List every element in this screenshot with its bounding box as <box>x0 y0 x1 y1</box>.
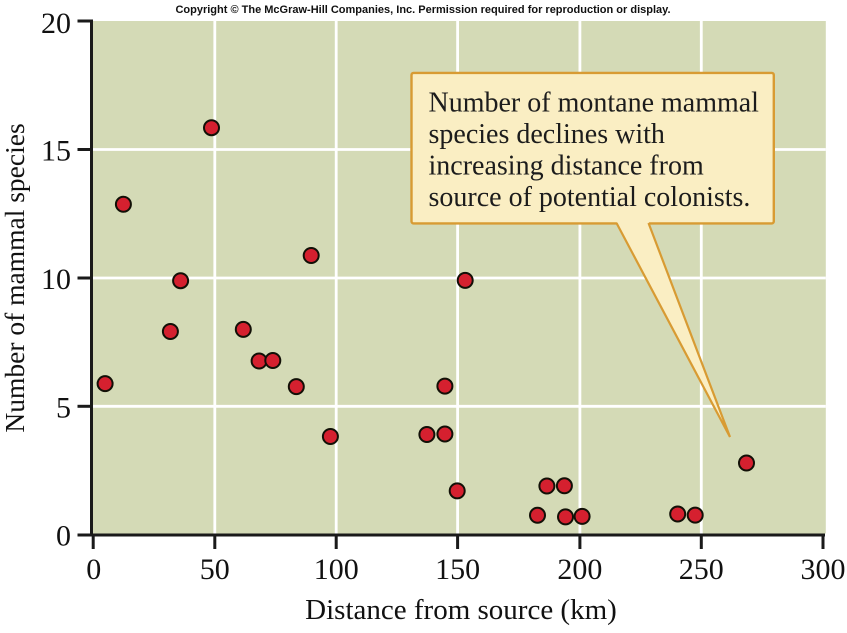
svg-text:150: 150 <box>435 553 480 586</box>
svg-text:200: 200 <box>557 553 602 586</box>
svg-text:0: 0 <box>56 520 71 553</box>
svg-text:Distance from source (km): Distance from source (km) <box>305 594 617 626</box>
svg-text:species declines with: species declines with <box>429 119 665 150</box>
svg-text:source of potential colonists.: source of potential colonists. <box>429 182 751 213</box>
svg-text:Number of mammal species: Number of mammal species <box>0 123 30 432</box>
svg-text:increasing distance from: increasing distance from <box>429 151 704 182</box>
svg-text:15: 15 <box>41 135 71 168</box>
svg-text:300: 300 <box>801 553 846 586</box>
svg-text:50: 50 <box>200 553 230 586</box>
svg-text:Number of montane mammal: Number of montane mammal <box>429 88 760 119</box>
svg-text:10: 10 <box>41 263 71 296</box>
svg-text:100: 100 <box>314 553 359 586</box>
svg-text:250: 250 <box>679 553 724 586</box>
svg-text:5: 5 <box>56 391 71 424</box>
svg-text:20: 20 <box>41 7 71 40</box>
svg-text:Copyright © The McGraw-Hill Co: Copyright © The McGraw-Hill Companies, I… <box>175 4 670 16</box>
svg-text:0: 0 <box>86 553 101 586</box>
